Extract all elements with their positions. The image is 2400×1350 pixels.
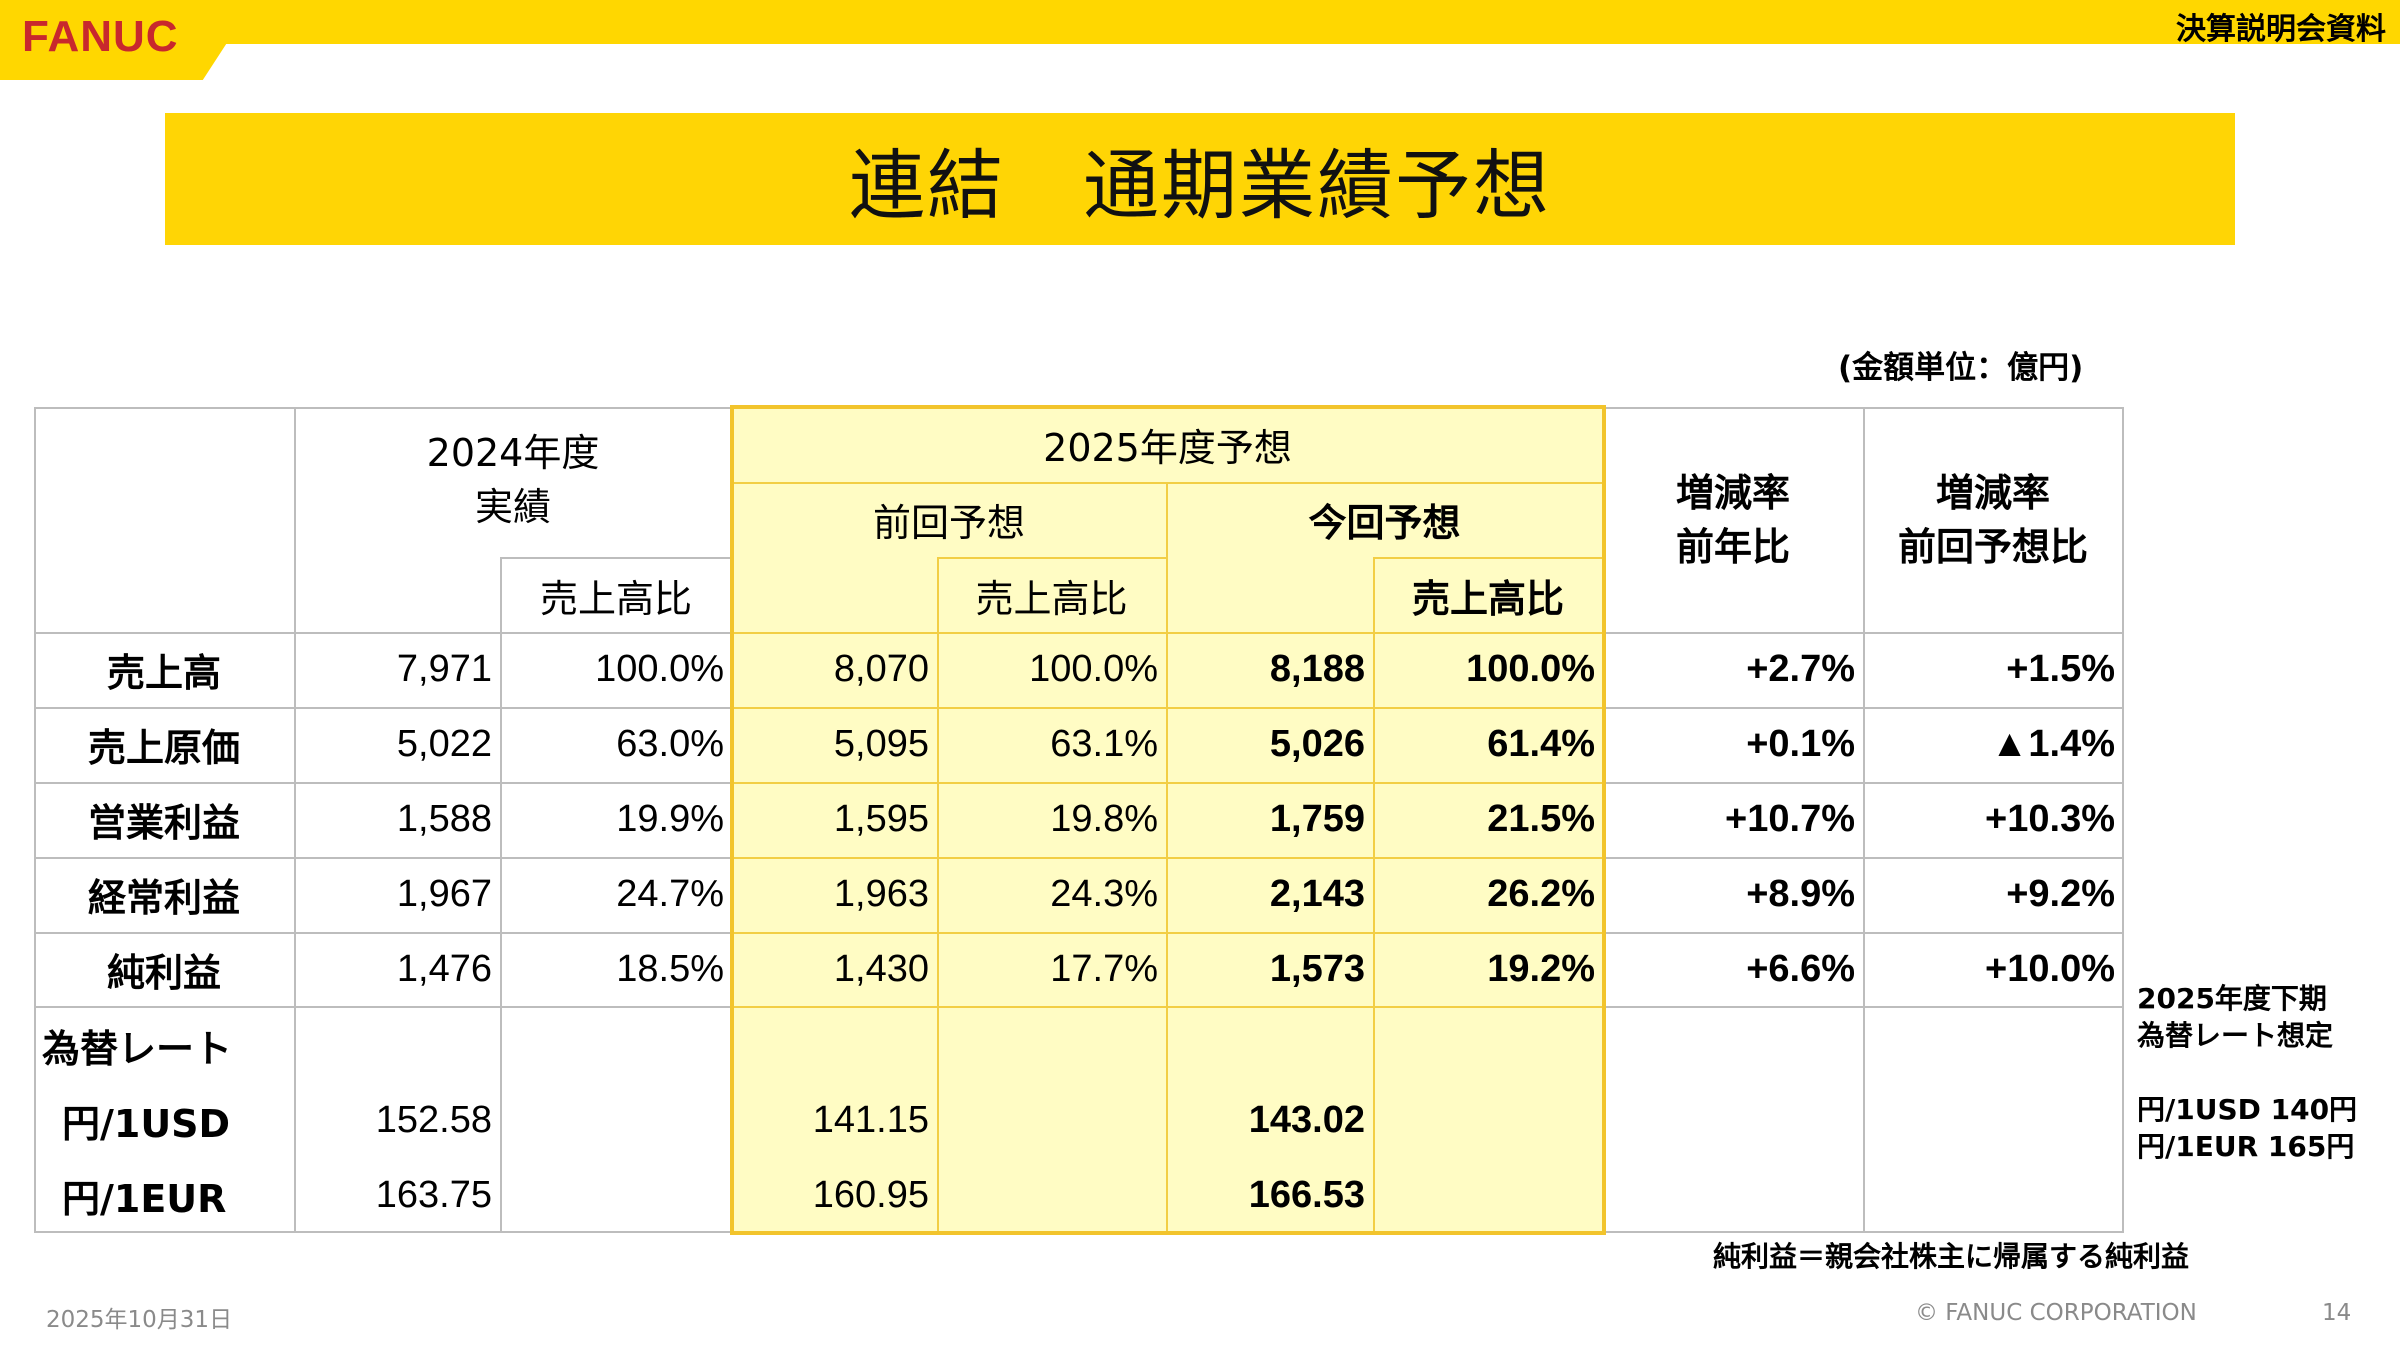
- cell-curr-ratio: 19.2%: [1487, 948, 1595, 990]
- fx-note-eur: 円/1EUR 165円: [2137, 1130, 2355, 1163]
- fx-usd-prev: 141.15: [812, 1099, 929, 1141]
- cell-prev-ratio: 19.8%: [1050, 798, 1158, 840]
- title-banner: 連結 通期業績予想: [165, 113, 2235, 245]
- cell-vs-prev: ▲1.4%: [1990, 723, 2115, 765]
- cell-prev-ratio: 63.1%: [1050, 723, 1158, 765]
- header-prev-forecast: 前回予想: [872, 501, 1025, 545]
- cell-fy2024: 1,967: [396, 873, 492, 915]
- cell-yoy: +6.6%: [1746, 948, 1855, 990]
- cell-fy2024-ratio: 100.0%: [595, 648, 724, 690]
- fx-label: 為替レート: [42, 1027, 233, 1071]
- unit-note: (金額単位：億円): [1838, 350, 2084, 386]
- header-yoy-line1: 増減率: [1675, 470, 1790, 515]
- cell-prev: 8,070: [833, 648, 929, 690]
- cell-prev-ratio: 24.3%: [1050, 873, 1158, 915]
- row-label: 売上原価: [87, 726, 240, 770]
- header-fy2024: 2024年度 実績: [294, 425, 732, 535]
- cell-prev-ratio: 100.0%: [1029, 648, 1158, 690]
- cell-vs-prev: +1.5%: [2006, 648, 2115, 690]
- header-yoy-line2: 前年比: [1675, 524, 1790, 569]
- header-yoy: 増減率 前年比: [1603, 407, 1863, 632]
- cell-vs-prev: +10.0%: [1985, 948, 2115, 990]
- header-curr-forecast: 今回予想: [1308, 501, 1461, 545]
- cell-fy2024-ratio: 63.0%: [616, 723, 724, 765]
- grid-line: [500, 557, 732, 559]
- header-fy2024-ratio: 売上高比: [539, 577, 692, 621]
- grid-line: [294, 407, 296, 1233]
- cell-fy2024: 7,971: [396, 648, 492, 690]
- cell-yoy: +8.9%: [1746, 873, 1855, 915]
- cell-curr-ratio: 61.4%: [1487, 723, 1595, 765]
- cell-vs-prev: +10.3%: [1985, 798, 2115, 840]
- fx-note-usd: 円/1USD 140円: [2137, 1093, 2358, 1126]
- grid-line: [500, 557, 502, 1233]
- fx-note-line2: 為替レート想定: [2137, 1019, 2334, 1052]
- fx-note-line1: 2025年度下期: [2137, 982, 2327, 1015]
- cell-fy2024-ratio: 18.5%: [616, 948, 724, 990]
- cell-vs-prev: +9.2%: [2006, 873, 2115, 915]
- row-label: 経常利益: [87, 876, 240, 920]
- fanuc-logo: FANUC: [22, 12, 179, 61]
- page-number: 14: [2322, 1300, 2352, 1326]
- cell-curr: 1,759: [1269, 798, 1365, 840]
- grid-line: [1166, 482, 1168, 1233]
- cell-prev: 1,430: [833, 948, 929, 990]
- cell-curr: 2,143: [1269, 873, 1365, 915]
- header-vs-prev-line1: 増減率: [1935, 470, 2050, 515]
- footer-date: 2025年10月31日: [46, 1307, 233, 1333]
- grid-line: [1373, 557, 1375, 1233]
- page-title: 連結 通期業績予想: [849, 141, 1551, 230]
- cell-prev: 1,963: [833, 873, 929, 915]
- cell-prev: 5,095: [833, 723, 929, 765]
- grid-line: [937, 557, 939, 1233]
- cell-curr-ratio: 26.2%: [1487, 873, 1595, 915]
- cell-fy2024: 5,022: [396, 723, 492, 765]
- cell-curr-ratio: 100.0%: [1466, 648, 1595, 690]
- fx-eur-label: 円/1EUR: [62, 1177, 227, 1221]
- grid-line: [2122, 407, 2124, 1233]
- cell-curr: 5,026: [1269, 723, 1365, 765]
- cell-fy2024: 1,588: [396, 798, 492, 840]
- cell-fy2024-ratio: 24.7%: [616, 873, 724, 915]
- fx-assumption-note: 2025年度下期 為替レート想定 円/1USD 140円 円/1EUR 165円: [2137, 980, 2357, 1165]
- header-vs-prev: 増減率 前回予想比: [1863, 407, 2123, 632]
- header-curr-ratio: 売上高比: [1411, 577, 1564, 621]
- header-fy2024-actual: 実績: [474, 485, 551, 529]
- fx-eur-curr: 166.53: [1248, 1174, 1365, 1216]
- fx-usd-curr: 143.02: [1248, 1099, 1365, 1141]
- cell-yoy: +0.1%: [1746, 723, 1855, 765]
- cell-prev-ratio: 17.7%: [1050, 948, 1158, 990]
- cell-curr-ratio: 21.5%: [1487, 798, 1595, 840]
- header-fy2025-forecast: 2025年度予想: [1043, 426, 1292, 470]
- cell-yoy: +10.7%: [1725, 798, 1855, 840]
- grid-line: [937, 557, 1166, 559]
- row-label: 純利益: [106, 951, 221, 995]
- fx-usd-label: 円/1USD: [62, 1102, 231, 1146]
- header-fy2024-year: 2024年度: [426, 431, 600, 475]
- footer-copyright: © FANUC CORPORATION: [1915, 1300, 2197, 1326]
- cell-yoy: +2.7%: [1746, 648, 1855, 690]
- cell-curr: 8,188: [1269, 648, 1365, 690]
- cell-fy2024: 1,476: [396, 948, 492, 990]
- header-vs-prev-line2: 前回予想比: [1897, 524, 2088, 569]
- top-brand-bar: [0, 0, 2400, 44]
- fx-eur-fy2024: 163.75: [375, 1174, 492, 1216]
- header-prev-ratio: 売上高比: [975, 577, 1128, 621]
- net-income-footnote: 純利益＝親会社株主に帰属する純利益: [1713, 1240, 2190, 1273]
- grid-line: [1373, 557, 1603, 559]
- fx-usd-fy2024: 152.58: [375, 1099, 492, 1141]
- fx-eur-prev: 160.95: [812, 1174, 929, 1216]
- forecast-frame: [730, 405, 1606, 1235]
- cell-curr: 1,573: [1269, 948, 1365, 990]
- row-label: 売上高: [106, 651, 221, 695]
- cell-fy2024-ratio: 19.9%: [616, 798, 724, 840]
- grid-line: [1863, 407, 1865, 1233]
- grid-line: [34, 407, 36, 1233]
- document-label: 決算説明会資料: [2176, 12, 2386, 47]
- row-label: 営業利益: [87, 801, 240, 845]
- cell-prev: 1,595: [833, 798, 929, 840]
